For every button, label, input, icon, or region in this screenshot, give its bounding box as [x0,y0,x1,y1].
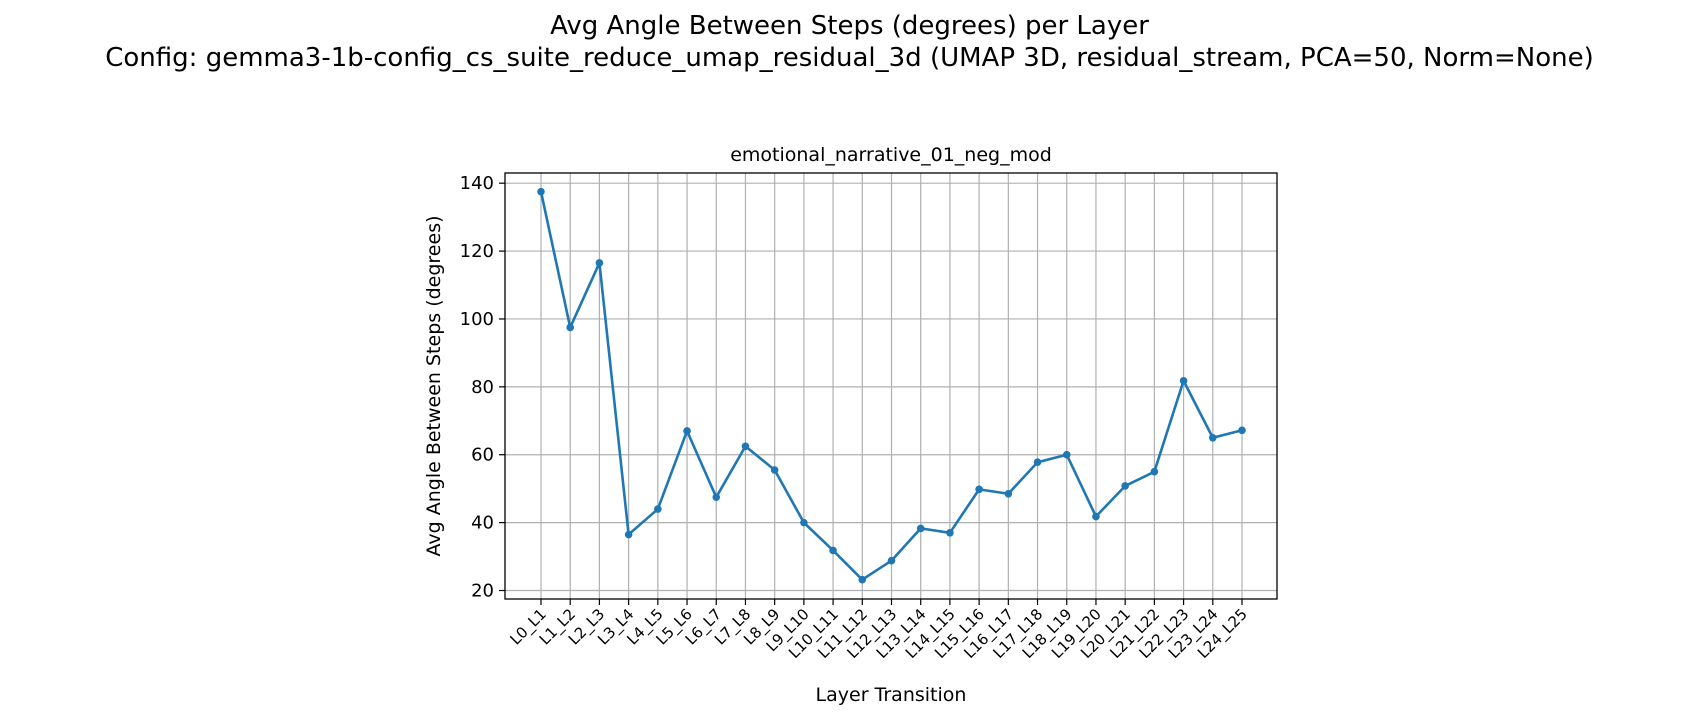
data-point [1150,467,1159,476]
data-point [654,505,662,513]
data-point [858,575,867,584]
data-point [887,556,896,565]
x-axis: L0_L1L1_L2L2_L3L3_L4L4_L5L5_L6L6_L7L7_L8… [506,599,1252,663]
y-tick-label: 100 [460,309,494,330]
y-axis-label: Avg Angle Between Steps (degrees) [423,215,445,556]
data-point [770,466,779,474]
grid [505,173,1277,599]
y-tick-label: 20 [471,581,494,602]
y-tick-label: 120 [460,241,494,262]
y-tick-label: 80 [471,377,494,398]
data-point [1179,376,1188,385]
data-point [1208,433,1217,442]
data-point [975,485,983,494]
data-point [916,524,925,533]
y-tick-label: 60 [471,445,494,466]
data-point [1238,426,1246,435]
y-tick-label: 40 [471,513,494,534]
data-point [1092,512,1100,521]
data-point [595,259,604,267]
x-axis-label: Layer Transition [816,684,967,706]
y-axis: 20 40 60 80 100 120 140 [460,173,505,602]
data-point [946,529,954,537]
series-line-group [537,187,1246,584]
data-point [1033,458,1042,467]
data-point [566,323,575,332]
chart-title: emotional_narrative_01_neg_mod [730,144,1052,166]
data-point [537,187,545,196]
y-tick-label: 140 [460,173,494,194]
data-point [741,442,750,451]
data-point [800,518,808,527]
data-point [1121,482,1129,490]
data-point [1062,450,1071,459]
data-point [829,546,837,555]
figure-title: Avg Angle Between Steps (degrees) per La… [0,10,1699,74]
figure-title-line1: Avg Angle Between Steps (degrees) per La… [550,11,1149,41]
data-point [683,427,691,435]
figure-title-line2: Config: gemma3-1b-config_cs_suite_reduce… [105,43,1594,73]
data-point [624,530,633,539]
data-point [712,493,721,501]
data-point [1004,489,1013,498]
